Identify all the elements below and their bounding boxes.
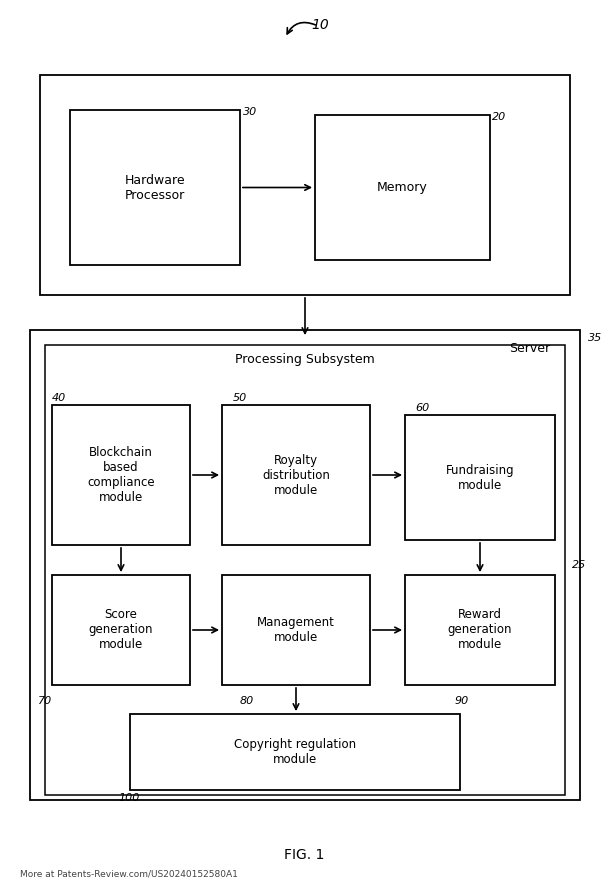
Text: Server: Server xyxy=(510,342,551,355)
Text: Fundraising
module: Fundraising module xyxy=(446,464,515,491)
Text: Hardware
Processor: Hardware Processor xyxy=(125,173,185,202)
Bar xyxy=(45,345,565,795)
Bar xyxy=(405,575,555,685)
Text: Processing Subsystem: Processing Subsystem xyxy=(235,353,375,366)
Bar xyxy=(52,405,190,545)
Text: Memory: Memory xyxy=(377,181,428,194)
Text: Score
generation
module: Score generation module xyxy=(89,608,153,652)
Bar xyxy=(70,110,240,265)
Text: 20: 20 xyxy=(492,112,506,122)
Bar xyxy=(222,575,370,685)
Text: 90: 90 xyxy=(455,696,470,706)
Text: Reward
generation
module: Reward generation module xyxy=(448,608,512,652)
Text: 80: 80 xyxy=(240,696,254,706)
Text: FIG. 1: FIG. 1 xyxy=(284,848,325,862)
Text: 10: 10 xyxy=(311,18,329,32)
Bar xyxy=(130,714,460,790)
Text: 100: 100 xyxy=(118,793,139,803)
Text: 50: 50 xyxy=(233,393,247,403)
Bar xyxy=(315,115,490,260)
Bar xyxy=(405,415,555,540)
Text: 25: 25 xyxy=(572,560,586,570)
Text: 60: 60 xyxy=(415,403,429,413)
Text: Blockchain
based
compliance
module: Blockchain based compliance module xyxy=(87,446,155,504)
Text: 70: 70 xyxy=(38,696,52,706)
Text: Management
module: Management module xyxy=(257,616,335,644)
Text: 30: 30 xyxy=(243,107,257,117)
Bar xyxy=(30,330,580,800)
Text: 35: 35 xyxy=(588,333,602,343)
Bar xyxy=(222,405,370,545)
Text: Royalty
distribution
module: Royalty distribution module xyxy=(262,454,330,496)
Bar xyxy=(52,575,190,685)
Text: 40: 40 xyxy=(52,393,66,403)
Text: Copyright regulation
module: Copyright regulation module xyxy=(234,738,356,766)
Text: More at Patents-Review.com/US20240152580A1: More at Patents-Review.com/US20240152580… xyxy=(20,869,238,878)
Bar xyxy=(40,75,570,295)
